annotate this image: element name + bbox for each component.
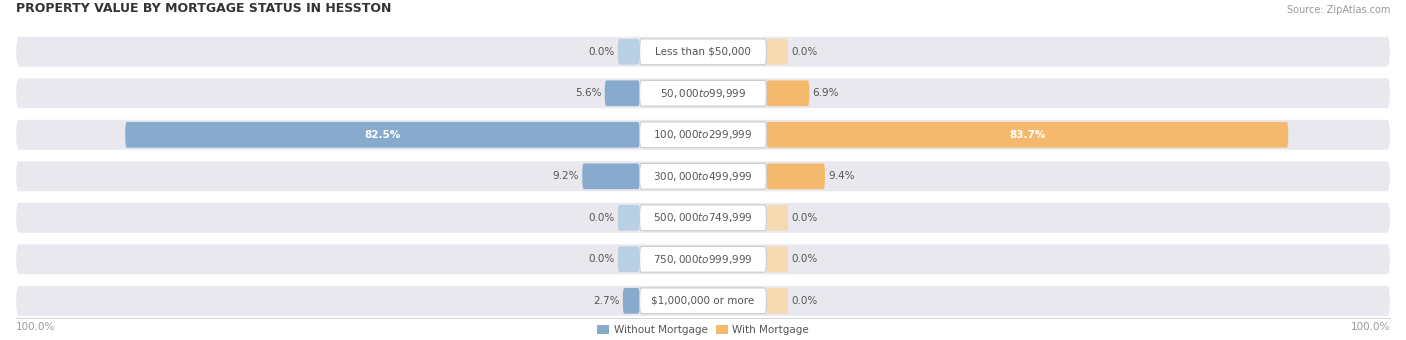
FancyBboxPatch shape — [766, 205, 789, 231]
FancyBboxPatch shape — [640, 80, 766, 106]
Text: $50,000 to $99,999: $50,000 to $99,999 — [659, 87, 747, 100]
Text: Source: ZipAtlas.com: Source: ZipAtlas.com — [1286, 5, 1391, 15]
FancyBboxPatch shape — [640, 205, 766, 231]
FancyBboxPatch shape — [125, 122, 640, 148]
Text: 5.6%: 5.6% — [575, 88, 602, 98]
Legend: Without Mortgage, With Mortgage: Without Mortgage, With Mortgage — [593, 321, 813, 339]
Text: 0.0%: 0.0% — [792, 296, 818, 306]
Text: 0.0%: 0.0% — [588, 213, 614, 223]
FancyBboxPatch shape — [15, 37, 1391, 67]
FancyBboxPatch shape — [766, 80, 810, 106]
Text: 100.0%: 100.0% — [15, 322, 55, 332]
FancyBboxPatch shape — [766, 122, 1288, 148]
FancyBboxPatch shape — [617, 246, 640, 272]
FancyBboxPatch shape — [15, 286, 1391, 316]
Text: 2.7%: 2.7% — [593, 296, 620, 306]
Text: PROPERTY VALUE BY MORTGAGE STATUS IN HESSTON: PROPERTY VALUE BY MORTGAGE STATUS IN HES… — [15, 2, 391, 15]
Text: Less than $50,000: Less than $50,000 — [655, 47, 751, 57]
FancyBboxPatch shape — [640, 288, 766, 314]
Text: $300,000 to $499,999: $300,000 to $499,999 — [654, 170, 752, 183]
Text: 0.0%: 0.0% — [792, 254, 818, 264]
FancyBboxPatch shape — [15, 162, 1391, 191]
Text: 0.0%: 0.0% — [792, 213, 818, 223]
FancyBboxPatch shape — [617, 39, 640, 65]
Text: 0.0%: 0.0% — [588, 47, 614, 57]
Text: 9.4%: 9.4% — [828, 171, 855, 181]
FancyBboxPatch shape — [15, 120, 1391, 150]
FancyBboxPatch shape — [640, 122, 766, 148]
FancyBboxPatch shape — [766, 288, 789, 314]
Text: 82.5%: 82.5% — [364, 130, 401, 140]
Text: 0.0%: 0.0% — [588, 254, 614, 264]
Text: $1,000,000 or more: $1,000,000 or more — [651, 296, 755, 306]
Text: $750,000 to $999,999: $750,000 to $999,999 — [654, 253, 752, 266]
FancyBboxPatch shape — [617, 205, 640, 231]
FancyBboxPatch shape — [640, 39, 766, 65]
Text: $500,000 to $749,999: $500,000 to $749,999 — [654, 211, 752, 224]
FancyBboxPatch shape — [15, 203, 1391, 233]
FancyBboxPatch shape — [605, 80, 640, 106]
Text: 0.0%: 0.0% — [792, 47, 818, 57]
FancyBboxPatch shape — [766, 164, 825, 189]
FancyBboxPatch shape — [623, 288, 640, 314]
Text: 100.0%: 100.0% — [1351, 322, 1391, 332]
FancyBboxPatch shape — [640, 164, 766, 189]
FancyBboxPatch shape — [15, 78, 1391, 108]
FancyBboxPatch shape — [582, 164, 640, 189]
Text: 83.7%: 83.7% — [1010, 130, 1046, 140]
FancyBboxPatch shape — [640, 246, 766, 272]
Text: 6.9%: 6.9% — [813, 88, 839, 98]
FancyBboxPatch shape — [766, 246, 789, 272]
Text: $100,000 to $299,999: $100,000 to $299,999 — [654, 128, 752, 141]
Text: 9.2%: 9.2% — [553, 171, 579, 181]
FancyBboxPatch shape — [766, 39, 789, 65]
FancyBboxPatch shape — [15, 244, 1391, 274]
